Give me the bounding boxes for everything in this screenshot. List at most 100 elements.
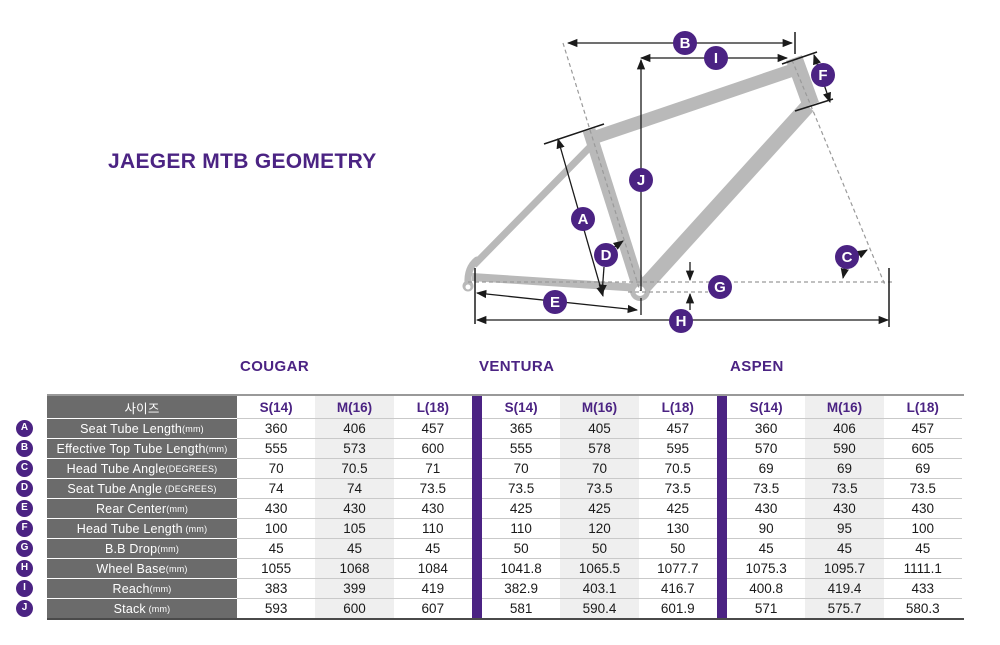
table-row: Head Tube Length (mm) 100 105 110 110 120 130 9… xyxy=(47,518,964,538)
row-label: Rear Center (mm) xyxy=(47,498,237,518)
size-header-cell: 사이즈 xyxy=(47,396,237,418)
value-cell: 555 xyxy=(481,438,561,458)
model-divider xyxy=(471,396,482,418)
size-column-header: L(18) xyxy=(416,399,449,415)
model-divider xyxy=(716,458,727,478)
value-cell: 430 xyxy=(805,498,884,518)
size-column-header: M(16) xyxy=(560,396,639,418)
model-name-cougar: COUGAR xyxy=(240,358,310,375)
table-row: Seat Tube Length (mm) 360 406 457 365 405 457 36… xyxy=(47,418,964,438)
row-label-unit: (mm) xyxy=(166,503,189,514)
value-cell: 73.5 xyxy=(393,478,472,498)
model-divider xyxy=(471,578,482,598)
badge-row: F xyxy=(16,518,33,538)
model-divider xyxy=(471,558,482,578)
row-label: Stack (mm) xyxy=(47,598,237,618)
value-cell: 403.1 xyxy=(560,578,639,598)
row-label: Seat Tube Angle (DEGREES) xyxy=(47,478,237,498)
value-cell: 73.5 xyxy=(481,478,561,498)
value-cell: 1084 xyxy=(393,558,472,578)
value-cell: 1077.7 xyxy=(638,558,717,578)
row-label-text: Reach xyxy=(112,581,150,596)
dim-seat-angle-D xyxy=(598,266,607,296)
row-label-text: Stack xyxy=(113,601,146,616)
value-cell: 405 xyxy=(560,418,639,438)
value-cell: 360 xyxy=(237,418,316,438)
value-cell: 50 xyxy=(481,538,561,558)
size-column-header: M(16) xyxy=(805,396,884,418)
steering-axis xyxy=(791,59,886,286)
model-divider xyxy=(716,578,727,598)
bike-frame-diagram: A B C D E F G H I J xyxy=(440,10,900,340)
geometry-table: 사이즈 S(14) M(16) L(18) S(14) M(16) L(18) S(14) M(… xyxy=(47,394,964,620)
value-cell: 45 xyxy=(726,538,806,558)
value-cell: 433 xyxy=(883,578,962,598)
row-label: Seat Tube Length (mm) xyxy=(47,418,237,438)
model-divider xyxy=(471,538,482,558)
model-divider xyxy=(716,498,727,518)
value-cell: 100 xyxy=(237,518,316,538)
row-label-unit: (mm) xyxy=(182,423,204,434)
value-cell: 1041.8 xyxy=(481,558,561,578)
row-label-unit: (mm) xyxy=(165,563,188,574)
value-cell: 71 xyxy=(393,458,472,478)
table-header-row: 사이즈 S(14) M(16) L(18) S(14) M(16) L(18) S(14) M(… xyxy=(47,396,964,418)
value-cell: 570 xyxy=(726,438,806,458)
size-column-header: L(18) xyxy=(906,399,939,415)
model-divider xyxy=(716,538,727,558)
value-cell: 383 xyxy=(237,578,316,598)
table-row: Stack (mm) 593 600 607 581 590.4 601.9 571 575.7… xyxy=(47,598,964,618)
badge-row: H xyxy=(16,558,33,578)
value-cell: 457 xyxy=(393,418,472,438)
size-column-header: M(16) xyxy=(315,396,394,418)
value-cell: 74 xyxy=(315,478,394,498)
value-cell: 130 xyxy=(638,518,717,538)
value-cell: 600 xyxy=(393,438,472,458)
row-label-text: Rear Center xyxy=(95,501,167,516)
badge-row: C xyxy=(16,458,33,478)
model-divider xyxy=(471,438,482,458)
value-cell: 90 xyxy=(726,518,806,538)
row-letter-badge: B xyxy=(16,439,33,457)
value-cell: 110 xyxy=(481,518,561,538)
row-letter-badge: I xyxy=(16,579,33,597)
head-tube xyxy=(786,55,819,108)
row-label-text: Seat Tube Length xyxy=(80,421,183,436)
row-label: Head Tube Angle (DEGREES) xyxy=(47,458,237,478)
value-cell: 50 xyxy=(560,538,639,558)
table-row: Seat Tube Angle (DEGREES) 74 74 73.5 73.5 73.… xyxy=(47,478,964,498)
value-cell: 70 xyxy=(237,458,316,478)
value-cell: 73.5 xyxy=(638,478,717,498)
model-divider xyxy=(716,478,727,498)
marker-F: F xyxy=(811,63,835,87)
dim-head-angle-C xyxy=(840,267,849,280)
table-row: Effective Top Tube Length (mm) 555 573 600 55… xyxy=(47,438,964,458)
value-cell: 45 xyxy=(237,538,316,558)
top-tube xyxy=(587,63,796,146)
value-cell: 430 xyxy=(315,498,394,518)
value-cell: 120 xyxy=(560,518,639,538)
frame-illustration xyxy=(462,32,892,327)
value-cell: 382.9 xyxy=(481,578,561,598)
model-divider xyxy=(471,598,482,618)
row-label: Reach (mm) xyxy=(47,578,237,598)
value-cell: 360 xyxy=(726,418,806,438)
value-cell: 69 xyxy=(805,458,884,478)
row-label-text: Head Tube Length xyxy=(76,521,183,536)
value-cell: 607 xyxy=(393,598,472,618)
value-cell: 605 xyxy=(883,438,962,458)
row-label-text: Wheel Base xyxy=(96,561,166,576)
value-cell: 601.9 xyxy=(638,598,717,618)
value-cell: 571 xyxy=(726,598,806,618)
row-label-unit: (mm) xyxy=(157,543,180,554)
model-divider xyxy=(471,478,482,498)
marker-E: E xyxy=(543,290,567,314)
value-cell: 45 xyxy=(805,538,884,558)
model-divider xyxy=(471,458,482,478)
badge-row: G xyxy=(16,538,33,558)
value-cell: 406 xyxy=(315,418,394,438)
value-cell: 399 xyxy=(315,578,394,598)
value-cell: 580.3 xyxy=(883,598,962,618)
